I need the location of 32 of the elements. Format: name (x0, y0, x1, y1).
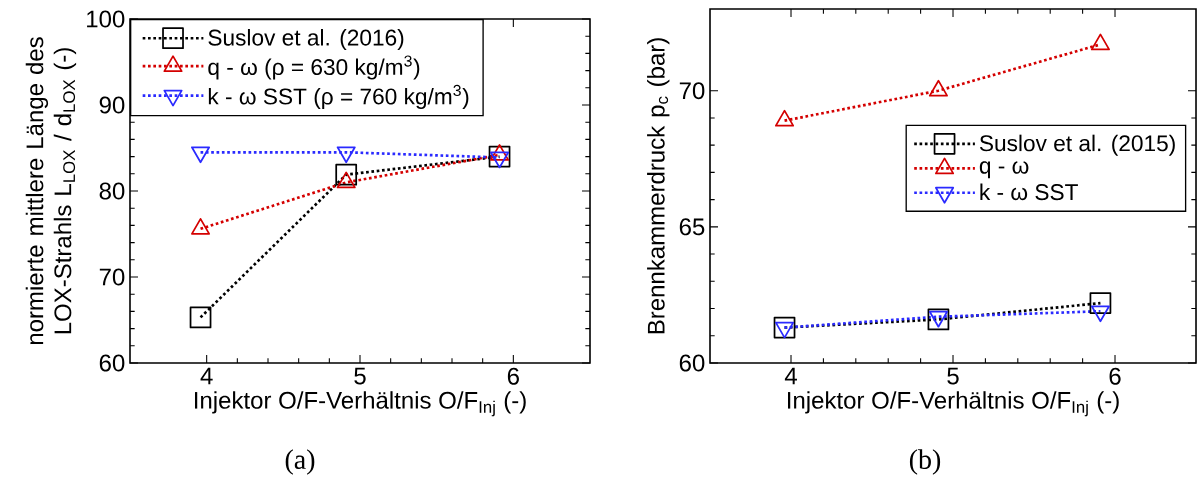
x-tick-label: 6 (1109, 367, 1121, 385)
y-tick-label: 70 (99, 268, 125, 286)
y-tick-label: 60 (679, 354, 705, 372)
legend-label: q - ω (979, 161, 1029, 179)
point (1090, 305, 1110, 323)
point (775, 109, 795, 127)
x-axis-title: Injektor O/F-Verhältnis O/F$_{Inj}$ (-) (787, 391, 1119, 417)
x-tick-label: 6 (507, 367, 519, 385)
x-tick-label: 4 (784, 367, 797, 385)
y-tick-label: 80 (99, 182, 125, 200)
x-tick-label: 5 (947, 367, 959, 385)
y-tick-label: 100 (87, 10, 125, 28)
y-axis-title: Brennkammerdruck p$_{c}$ (bar) (647, 38, 670, 334)
y-tick-label: 90 (99, 96, 125, 114)
text: (a) (285, 449, 315, 475)
x-tick-label: 5 (354, 367, 366, 385)
point (1090, 33, 1110, 51)
legend-label: Suslov et al. (2015) (979, 134, 1175, 156)
legend-label: q - ω (ρ = 630 kg/m$^{3}$) (208, 55, 420, 80)
x-axis-title: Injektor O/F-Verhältnis O/F$_{Inj}$ (-) (194, 391, 526, 417)
y-tick-label: 70 (679, 82, 705, 100)
y-tick-label: 65 (679, 218, 705, 236)
legend-label: Suslov et al. (2016) (208, 29, 404, 51)
point (1089, 292, 1112, 314)
y-tick-label: 60 (99, 354, 125, 372)
text: (b) (909, 449, 941, 475)
point (775, 321, 795, 339)
point (928, 79, 948, 97)
point (773, 316, 796, 339)
x-tick-label: 4 (200, 367, 213, 385)
legend-label: k - ω SST (980, 183, 1078, 201)
legend-label: k - ω SST (ρ = 760 kg/m$^{3}$) (208, 84, 469, 110)
